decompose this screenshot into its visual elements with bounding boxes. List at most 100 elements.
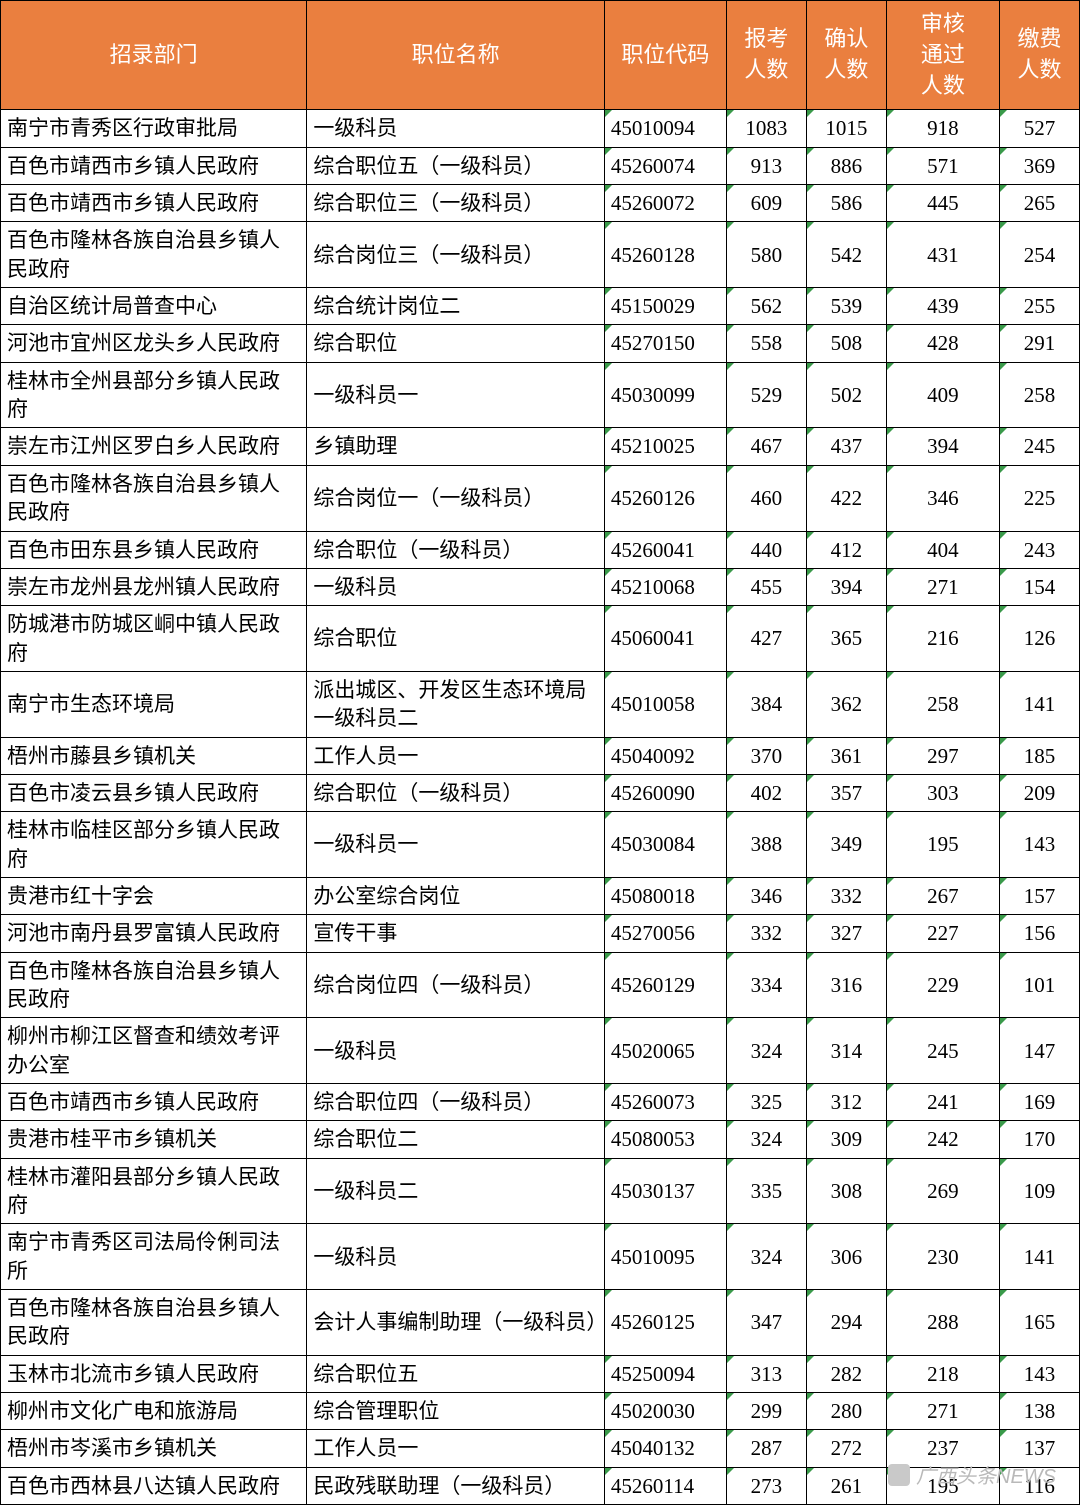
- cell-dept: 贵港市桂平市乡镇机关: [1, 1121, 307, 1158]
- cell-dept: 桂林市灌阳县部分乡镇人民政府: [1, 1158, 307, 1224]
- table-row: 南宁市青秀区行政审批局一级科员4501009410831015918527: [1, 110, 1080, 147]
- cell-apply: 346: [726, 877, 806, 914]
- cell-position: 综合职位二: [307, 1121, 605, 1158]
- cell-pass: 409: [886, 362, 999, 428]
- cell-confirm: 437: [806, 428, 886, 465]
- table-row: 桂林市全州县部分乡镇人民政府一级科员一45030099529502409258: [1, 362, 1080, 428]
- table-row: 梧州市藤县乡镇机关工作人员一45040092370361297185: [1, 737, 1080, 774]
- cell-pass: 227: [886, 915, 999, 952]
- cell-dept: 桂林市临桂区部分乡镇人民政府: [1, 812, 307, 878]
- cell-confirm: 361: [806, 737, 886, 774]
- cell-paid: 255: [1000, 288, 1080, 325]
- cell-confirm: 308: [806, 1158, 886, 1224]
- cell-pass: 297: [886, 737, 999, 774]
- cell-dept: 贵港市红十字会: [1, 877, 307, 914]
- cell-paid: 265: [1000, 185, 1080, 222]
- cell-code: 45010095: [604, 1224, 726, 1290]
- col-header-paid: 缴费人数: [1000, 1, 1080, 110]
- cell-confirm: 365: [806, 606, 886, 672]
- cell-position: 办公室综合岗位: [307, 877, 605, 914]
- cell-dept: 百色市凌云县乡镇人民政府: [1, 774, 307, 811]
- cell-paid: 245: [1000, 428, 1080, 465]
- cell-paid: 209: [1000, 774, 1080, 811]
- cell-apply: 384: [726, 671, 806, 737]
- cell-code: 45030099: [604, 362, 726, 428]
- cell-confirm: 312: [806, 1084, 886, 1121]
- cell-apply: 347: [726, 1290, 806, 1356]
- cell-position: 综合岗位一（一级科员）: [307, 465, 605, 531]
- cell-paid: 116: [1000, 1467, 1080, 1504]
- cell-confirm: 332: [806, 877, 886, 914]
- table-row: 南宁市生态环境局派出城区、开发区生态环境局一级科员二45010058384362…: [1, 671, 1080, 737]
- cell-apply: 332: [726, 915, 806, 952]
- cell-position: 派出城区、开发区生态环境局一级科员二: [307, 671, 605, 737]
- cell-pass: 269: [886, 1158, 999, 1224]
- cell-paid: 225: [1000, 465, 1080, 531]
- cell-code: 45260128: [604, 222, 726, 288]
- cell-pass: 195: [886, 1467, 999, 1504]
- cell-pass: 394: [886, 428, 999, 465]
- cell-position: 一级科员二: [307, 1158, 605, 1224]
- col-header-dept: 招录部门: [1, 1, 307, 110]
- cell-paid: 154: [1000, 568, 1080, 605]
- cell-pass: 346: [886, 465, 999, 531]
- cell-confirm: 886: [806, 147, 886, 184]
- cell-confirm: 357: [806, 774, 886, 811]
- table-row: 桂林市灌阳县部分乡镇人民政府一级科员二45030137335308269109: [1, 1158, 1080, 1224]
- cell-paid: 138: [1000, 1393, 1080, 1430]
- cell-confirm: 314: [806, 1018, 886, 1084]
- cell-position: 一级科员一: [307, 362, 605, 428]
- cell-position: 宣传干事: [307, 915, 605, 952]
- table-row: 百色市靖西市乡镇人民政府综合职位四（一级科员）45260073325312241…: [1, 1084, 1080, 1121]
- cell-paid: 369: [1000, 147, 1080, 184]
- cell-position: 工作人员一: [307, 737, 605, 774]
- table-row: 南宁市青秀区司法局伶俐司法所一级科员45010095324306230141: [1, 1224, 1080, 1290]
- cell-code: 45150029: [604, 288, 726, 325]
- cell-dept: 百色市西林县八达镇人民政府: [1, 1467, 307, 1504]
- table-row: 防城港市防城区峒中镇人民政府综合职位45060041427365216126: [1, 606, 1080, 672]
- cell-confirm: 508: [806, 325, 886, 362]
- cell-pass: 216: [886, 606, 999, 672]
- cell-dept: 百色市田东县乡镇人民政府: [1, 531, 307, 568]
- table-row: 自治区统计局普查中心综合统计岗位二45150029562539439255: [1, 288, 1080, 325]
- cell-confirm: 349: [806, 812, 886, 878]
- cell-code: 45260074: [604, 147, 726, 184]
- cell-position: 综合职位五: [307, 1355, 605, 1392]
- cell-apply: 324: [726, 1018, 806, 1084]
- col-header-apply: 报考人数: [726, 1, 806, 110]
- cell-confirm: 394: [806, 568, 886, 605]
- cell-code: 45210068: [604, 568, 726, 605]
- cell-position: 综合职位五（一级科员）: [307, 147, 605, 184]
- cell-pass: 431: [886, 222, 999, 288]
- cell-dept: 百色市隆林各族自治县乡镇人民政府: [1, 1290, 307, 1356]
- cell-dept: 防城港市防城区峒中镇人民政府: [1, 606, 307, 672]
- cell-paid: 157: [1000, 877, 1080, 914]
- col-header-confirm: 确认人数: [806, 1, 886, 110]
- cell-position: 综合职位（一级科员）: [307, 774, 605, 811]
- cell-dept: 梧州市岑溪市乡镇机关: [1, 1430, 307, 1467]
- cell-position: 一级科员: [307, 568, 605, 605]
- cell-paid: 143: [1000, 812, 1080, 878]
- cell-position: 一级科员一: [307, 812, 605, 878]
- cell-position: 综合管理职位: [307, 1393, 605, 1430]
- col-header-pass: 审核通过人数: [886, 1, 999, 110]
- cell-apply: 427: [726, 606, 806, 672]
- cell-paid: 147: [1000, 1018, 1080, 1084]
- cell-paid: 101: [1000, 952, 1080, 1018]
- cell-paid: 141: [1000, 1224, 1080, 1290]
- cell-position: 综合职位: [307, 606, 605, 672]
- cell-position: 综合岗位三（一级科员）: [307, 222, 605, 288]
- cell-apply: 460: [726, 465, 806, 531]
- table-row: 百色市靖西市乡镇人民政府综合职位三（一级科员）45260072609586445…: [1, 185, 1080, 222]
- cell-paid: 258: [1000, 362, 1080, 428]
- cell-apply: 529: [726, 362, 806, 428]
- cell-pass: 241: [886, 1084, 999, 1121]
- table-row: 贵港市桂平市乡镇机关综合职位二45080053324309242170: [1, 1121, 1080, 1158]
- cell-position: 工作人员一: [307, 1430, 605, 1467]
- cell-position: 综合职位（一级科员）: [307, 531, 605, 568]
- cell-confirm: 306: [806, 1224, 886, 1290]
- cell-pass: 271: [886, 1393, 999, 1430]
- cell-dept: 百色市隆林各族自治县乡镇人民政府: [1, 465, 307, 531]
- table-row: 河池市宜州区龙头乡人民政府综合职位45270150558508428291: [1, 325, 1080, 362]
- cell-dept: 自治区统计局普查中心: [1, 288, 307, 325]
